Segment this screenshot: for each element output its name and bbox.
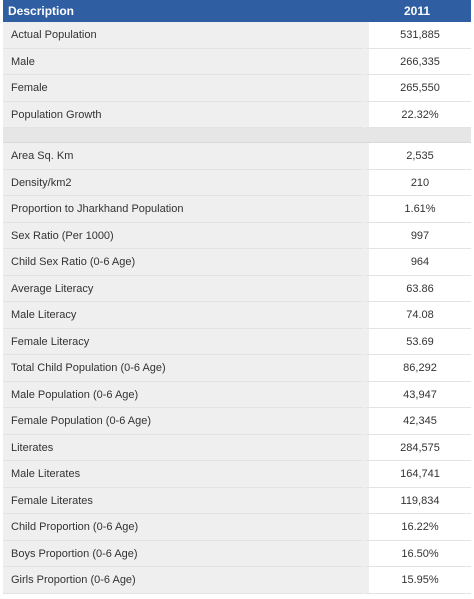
- row-label: Female Population (0-6 Age): [3, 408, 363, 435]
- header-description: Description: [8, 4, 75, 18]
- row-value: 42,345: [363, 408, 471, 435]
- row-label: Average Literacy: [3, 275, 363, 302]
- table-row: Male 266,335: [3, 48, 471, 75]
- row-value: 15.95%: [363, 567, 471, 594]
- table-row: Average Literacy 63.86: [3, 275, 471, 302]
- row-label: Female: [3, 75, 363, 102]
- row-value: 997: [363, 222, 471, 249]
- row-value: 531,885: [363, 22, 471, 49]
- table-row: Sex Ratio (Per 1000) 997: [3, 222, 471, 249]
- row-value: 74.08: [363, 302, 471, 329]
- table-header: Description 2011: [3, 0, 471, 22]
- row-value: 284,575: [363, 434, 471, 461]
- row-label: Female Literates: [3, 487, 363, 514]
- row-label: Child Sex Ratio (0-6 Age): [3, 249, 363, 276]
- row-label: Sex Ratio (Per 1000): [3, 222, 363, 249]
- table-row: Density/km2 210: [3, 169, 471, 196]
- group-divider: [3, 128, 471, 143]
- row-value: 2,535: [363, 143, 471, 170]
- census-table: Description 2011 Actual Population 531,8…: [3, 0, 471, 594]
- table-row: Female Literates 119,834: [3, 487, 471, 514]
- row-label: Density/km2: [3, 169, 363, 196]
- row-label: Male: [3, 48, 363, 75]
- table-row: Girls Proportion (0-6 Age) 15.95%: [3, 567, 471, 594]
- row-value: 964: [363, 249, 471, 276]
- table-row: Actual Population 531,885: [3, 22, 471, 49]
- row-label: Child Proportion (0-6 Age): [3, 514, 363, 541]
- table-row: Female 265,550: [3, 75, 471, 102]
- row-value: 265,550: [363, 75, 471, 102]
- row-label: Boys Proportion (0-6 Age): [3, 540, 363, 567]
- row-value: 86,292: [363, 355, 471, 382]
- table-row: Male Population (0-6 Age) 43,947: [3, 381, 471, 408]
- row-value: 119,834: [363, 487, 471, 514]
- table-row: Female Literacy 53.69: [3, 328, 471, 355]
- row-label: Actual Population: [3, 22, 363, 49]
- table-row: Boys Proportion (0-6 Age) 16.50%: [3, 540, 471, 567]
- table-row: Proportion to Jharkhand Population 1.61%: [3, 196, 471, 223]
- header-year: 2011: [403, 4, 431, 18]
- table-row: Population Growth 22.32%: [3, 101, 471, 128]
- row-value: 1.61%: [363, 196, 471, 223]
- row-value: 266,335: [363, 48, 471, 75]
- table-row: Child Sex Ratio (0-6 Age) 964: [3, 249, 471, 276]
- row-label: Total Child Population (0-6 Age): [3, 355, 363, 382]
- row-label: Population Growth: [3, 101, 363, 128]
- table-row: Child Proportion (0-6 Age) 16.22%: [3, 514, 471, 541]
- row-label: Literates: [3, 434, 363, 461]
- row-value: 53.69: [363, 328, 471, 355]
- row-label: Male Literates: [3, 461, 363, 488]
- row-label: Male Population (0-6 Age): [3, 381, 363, 408]
- table-row: Female Population (0-6 Age) 42,345: [3, 408, 471, 435]
- table-row: Total Child Population (0-6 Age) 86,292: [3, 355, 471, 382]
- row-value: 63.86: [363, 275, 471, 302]
- table-row: Male Literacy 74.08: [3, 302, 471, 329]
- row-value: 164,741: [363, 461, 471, 488]
- row-label: Proportion to Jharkhand Population: [3, 196, 363, 223]
- row-value: 16.50%: [363, 540, 471, 567]
- row-value: 43,947: [363, 381, 471, 408]
- table-row: Area Sq. Km 2,535: [3, 143, 471, 170]
- row-value: 16.22%: [363, 514, 471, 541]
- row-label: Male Literacy: [3, 302, 363, 329]
- row-label: Area Sq. Km: [3, 143, 363, 170]
- row-value: 210: [363, 169, 471, 196]
- table-row: Literates 284,575: [3, 434, 471, 461]
- row-label: Female Literacy: [3, 328, 363, 355]
- row-value: 22.32%: [363, 101, 471, 128]
- table-row: Male Literates 164,741: [3, 461, 471, 488]
- row-label: Girls Proportion (0-6 Age): [3, 567, 363, 594]
